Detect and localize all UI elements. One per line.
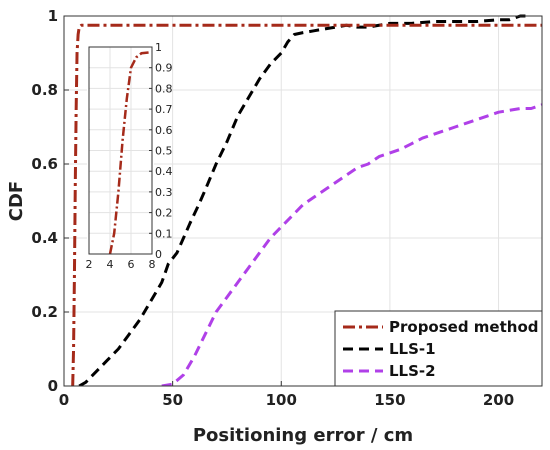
inset-y-tick-label: 0.3 bbox=[155, 186, 173, 199]
x-tick-label: 0 bbox=[59, 391, 69, 409]
main-ticks: 0 50 100 150 200 0 0.2 0.4 0.6 0.8 1 bbox=[31, 7, 514, 409]
series-proposed-method bbox=[71, 23, 542, 386]
y-tick-label: 0.2 bbox=[31, 303, 58, 321]
x-tick-label: 200 bbox=[483, 391, 514, 409]
inset-y-tick-label: 0.1 bbox=[155, 227, 173, 240]
inset-x-tick-label: 6 bbox=[128, 258, 135, 271]
inset-y-tick-label: 0.6 bbox=[155, 124, 173, 137]
y-tick-label: 1 bbox=[48, 7, 58, 25]
legend-label-lls-1: LLS-1 bbox=[389, 340, 436, 358]
inset-y-tick-label: 0.2 bbox=[155, 207, 173, 220]
inset-series-group bbox=[108, 50, 152, 254]
inset-y-tick-label: 0 bbox=[155, 248, 162, 261]
inset-y-tick-label: 0.8 bbox=[155, 82, 173, 95]
legend-box bbox=[334, 310, 543, 387]
inset-y-tick-label: 0.9 bbox=[155, 62, 173, 75]
x-tick-label: 50 bbox=[162, 391, 183, 409]
y-tick-label: 0 bbox=[48, 377, 58, 395]
y-tick-label: 0.8 bbox=[31, 81, 58, 99]
legend: Proposed method LLS-1 LLS-2 bbox=[334, 310, 543, 387]
inset-x-tick-label: 8 bbox=[149, 258, 156, 271]
legend-label-proposed-method: Proposed method bbox=[389, 318, 539, 336]
inset-chart: 2 4 6 80 0.1 0.2 0.3 0.4 0.5 0.6 0.7 0.8 0.9 1 bbox=[86, 41, 173, 271]
inset-y-tick-label: 1 bbox=[155, 41, 162, 54]
series-lls-2 bbox=[161, 103, 542, 386]
x-tick-label: 100 bbox=[266, 391, 297, 409]
inset-y-tick-label: 0.4 bbox=[155, 165, 173, 178]
inset-x-tick-label: 2 bbox=[86, 258, 93, 271]
y-tick-label: 0.6 bbox=[31, 155, 58, 173]
series-lls-1 bbox=[78, 14, 532, 386]
x-tick-label: 150 bbox=[374, 391, 405, 409]
inset-ticks: 2 4 6 80 0.1 0.2 0.3 0.4 0.5 0.6 0.7 0.8 0.9 1 bbox=[86, 41, 173, 271]
legend-label-lls-2: LLS-2 bbox=[389, 362, 436, 380]
x-axis-label: Positioning error / cm bbox=[193, 425, 413, 446]
inset-x-tick-label: 4 bbox=[107, 258, 114, 271]
inset-y-tick-label: 0.5 bbox=[155, 145, 173, 158]
y-tick-label: 0.4 bbox=[31, 229, 58, 247]
legend-items: Proposed method LLS-1 LLS-2 bbox=[343, 318, 539, 380]
inset-y-tick-label: 0.7 bbox=[155, 103, 173, 116]
inset-series-proposed-method bbox=[108, 50, 152, 254]
y-axis-label: CDF bbox=[6, 181, 27, 221]
main-series-group bbox=[71, 14, 542, 386]
plot-frame bbox=[63, 15, 543, 387]
